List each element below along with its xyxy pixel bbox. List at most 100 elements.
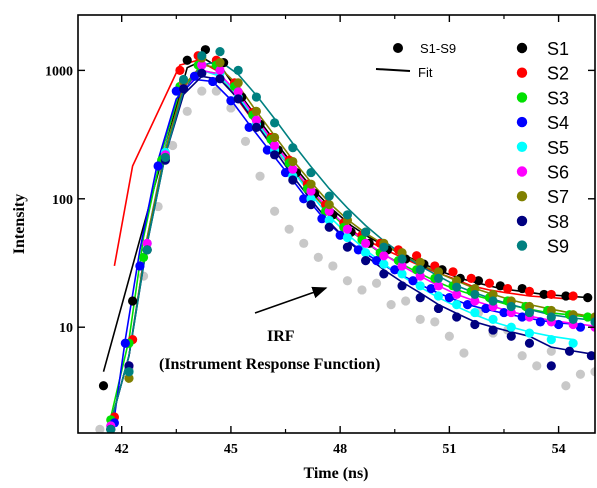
data-point-s7 <box>124 373 134 383</box>
data-point-s6 <box>397 261 407 271</box>
irf-point <box>561 381 571 391</box>
data-point-s8 <box>361 256 371 266</box>
type-legend-dot <box>393 43 403 53</box>
data-point-s9 <box>324 191 334 201</box>
data-point-s9 <box>433 273 444 283</box>
irf-point <box>357 285 367 295</box>
data-point-s2 <box>448 267 458 277</box>
data-point-s9 <box>306 167 316 178</box>
data-point-s9 <box>197 51 207 61</box>
data-point-s4 <box>408 276 418 286</box>
data-point-s1 <box>473 276 484 286</box>
data-point-s4 <box>226 96 236 106</box>
data-point-s5 <box>568 338 578 348</box>
data-point-s9 <box>546 312 556 322</box>
data-point-s9 <box>506 301 516 312</box>
irf-point <box>590 367 595 377</box>
legend-label-s9: S9 <box>547 237 569 257</box>
irf-point <box>430 317 440 327</box>
data-point-s2 <box>524 286 535 297</box>
data-point-s2 <box>503 283 513 294</box>
irf-point <box>517 351 527 361</box>
data-point-s8 <box>197 68 207 78</box>
data-point-s5 <box>324 215 334 225</box>
irf-point <box>197 86 207 96</box>
data-point-s9 <box>379 242 389 252</box>
irf-point <box>401 296 411 306</box>
plot-frame <box>77 14 596 434</box>
data-point-s4 <box>299 194 309 204</box>
y-tick-label: 10 <box>59 321 73 336</box>
data-point-s8 <box>546 361 556 371</box>
data-point-s1 <box>539 289 549 300</box>
irf-point <box>182 106 192 116</box>
y-tick-label: 100 <box>52 193 73 208</box>
data-point-s5 <box>342 232 353 243</box>
data-point-s8 <box>433 303 444 314</box>
data-point-s7 <box>306 179 316 189</box>
legend-label-s5: S5 <box>547 138 569 158</box>
data-point-s9 <box>568 314 578 325</box>
series-legend: S1 S2 S3 S4 S5 S6 S7 S8 S9 <box>516 39 569 257</box>
data-point-s8 <box>524 338 535 348</box>
irf-point <box>342 276 353 286</box>
data-point-s6 <box>361 238 371 248</box>
irf-point <box>255 171 265 181</box>
data-point-s6 <box>379 251 389 261</box>
irf-annotation-sublabel: (Instrument Response Function) <box>159 356 380 373</box>
data-point-s4 <box>462 299 473 310</box>
data-point-s1 <box>182 55 192 65</box>
irf-point <box>240 136 251 146</box>
type-legend: S1-S9 Fit <box>375 41 456 80</box>
data-point-s7 <box>415 257 425 267</box>
legend-marker-s7 <box>516 191 528 202</box>
data-point-s8 <box>470 319 480 330</box>
data-point-s9 <box>470 289 480 300</box>
data-point-s5 <box>397 269 407 279</box>
y-axis-label: Intensity <box>11 194 28 254</box>
data-point-s7 <box>433 267 444 277</box>
irf-point <box>284 224 294 234</box>
data-point-s5 <box>488 314 498 325</box>
legend-marker-s3 <box>516 92 528 103</box>
legend-marker-s5 <box>516 141 528 152</box>
data-point-s4 <box>517 312 527 322</box>
irf-point <box>211 86 221 96</box>
data-point-s8 <box>178 84 189 94</box>
data-point-s7 <box>546 305 556 316</box>
data-point-s5 <box>524 328 535 338</box>
data-point-s7 <box>288 156 298 167</box>
data-point-s8 <box>233 94 243 104</box>
data-point-s6 <box>342 224 353 234</box>
data-point-s1 <box>128 296 138 306</box>
data-point-s6 <box>470 296 480 306</box>
data-point-s9 <box>124 367 134 377</box>
irf-point <box>270 206 280 216</box>
data-points <box>98 45 595 433</box>
legend-label-s4: S4 <box>547 113 569 133</box>
data-point-s6 <box>415 271 425 281</box>
legend-marker-s9 <box>516 240 528 251</box>
data-point-s5 <box>506 322 516 332</box>
legend-label-s1: S1 <box>547 39 569 59</box>
irf-point <box>386 299 396 310</box>
data-point-s2 <box>546 289 556 300</box>
data-point-s9 <box>178 74 189 85</box>
data-point-s4 <box>262 145 272 155</box>
data-point-s8 <box>397 281 407 291</box>
data-point-s7 <box>452 276 462 286</box>
irf-point <box>95 424 105 433</box>
irf-point <box>546 346 556 356</box>
data-point-s4 <box>135 261 145 271</box>
data-point-s4 <box>535 317 545 327</box>
y-tick-label: 1000 <box>45 64 73 79</box>
data-point-s6 <box>197 60 207 70</box>
data-point-s4 <box>317 214 327 224</box>
data-point-s1 <box>583 293 593 303</box>
data-point-s7 <box>488 289 498 300</box>
data-point-s9 <box>524 307 535 318</box>
data-point-s6 <box>215 65 225 75</box>
irf-annotation: IRF (Instrument Response Function) <box>159 286 380 373</box>
data-point-s1 <box>98 381 109 391</box>
data-point-s5 <box>452 299 462 310</box>
